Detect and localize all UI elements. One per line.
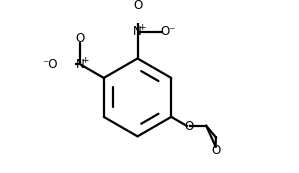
Text: O: O (133, 0, 142, 12)
Text: ⁻O: ⁻O (42, 58, 58, 71)
Text: N: N (133, 25, 142, 38)
Text: O: O (184, 120, 194, 133)
Text: O⁻: O⁻ (160, 25, 176, 38)
Text: N: N (76, 58, 85, 71)
Text: O: O (76, 32, 85, 45)
Text: O: O (212, 144, 221, 157)
Text: +: + (138, 23, 145, 32)
Text: +: + (81, 56, 89, 65)
